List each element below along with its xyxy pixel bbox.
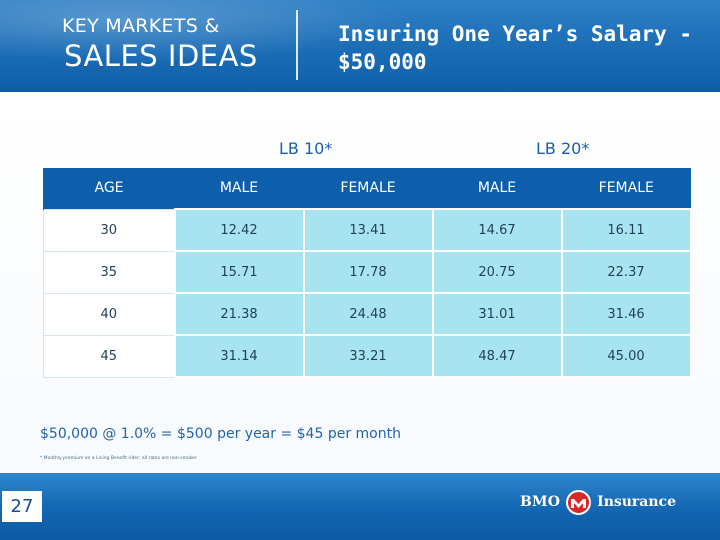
column-header-male-lb20: MALE [432, 168, 562, 209]
footnote: * Monthly premium on a Living Benefit ri… [40, 456, 197, 461]
premium-formula: $50,000 @ 1.0% = $500 per year = $45 per… [40, 426, 401, 442]
m-bar-icon [571, 498, 587, 508]
cell-female-lb10: 13.41 [302, 208, 434, 252]
group-label-lb20: LB 20* [536, 139, 590, 158]
cell-male-lb10: 12.42 [173, 208, 305, 252]
brand-division: Insurance [597, 494, 676, 510]
cell-age: 40 [43, 292, 175, 336]
cell-age: 30 [43, 208, 175, 252]
brand-logo: BMO Insurance [520, 489, 676, 515]
column-header-female-lb20: FEMALE [561, 168, 691, 209]
table-row: 30 12.42 13.41 14.67 16.11 [43, 208, 692, 252]
cell-male-lb10: 21.38 [173, 292, 305, 336]
table-row: 40 21.38 24.48 31.01 31.46 [43, 292, 692, 336]
header-band [0, 0, 720, 92]
bmo-roundel-icon [566, 489, 592, 515]
page-number: 27 [2, 491, 42, 522]
cell-female-lb20: 31.46 [560, 292, 692, 336]
table-row: 45 31.14 33.21 48.47 45.00 [43, 334, 692, 378]
cell-female-lb20: 45.00 [560, 334, 692, 378]
cell-male-lb10: 15.71 [173, 250, 305, 294]
cell-female-lb20: 16.11 [560, 208, 692, 252]
rates-table: AGE MALE FEMALE MALE FEMALE 30 12.42 13.… [43, 168, 692, 378]
section-title-line1: KEY MARKETS & [62, 15, 220, 37]
cell-male-lb20: 20.75 [431, 250, 563, 294]
cell-female-lb20: 22.37 [560, 250, 692, 294]
page-title: Insuring One Year’s Salary - $50,000 [338, 22, 693, 74]
column-header-age: AGE [43, 168, 175, 209]
cell-female-lb10: 24.48 [302, 292, 434, 336]
column-header-female-lb10: FEMALE [303, 168, 433, 209]
footer-bar [0, 473, 720, 540]
cell-age: 45 [43, 334, 175, 378]
header-divider [296, 10, 298, 80]
table-header-row: AGE MALE FEMALE MALE FEMALE [43, 168, 691, 209]
cell-male-lb20: 48.47 [431, 334, 563, 378]
group-label-lb10: LB 10* [279, 139, 333, 158]
cell-male-lb10: 31.14 [173, 334, 305, 378]
table-row: 35 15.71 17.78 20.75 22.37 [43, 250, 692, 294]
brand-name: BMO [520, 494, 561, 510]
section-title-line2: SALES IDEAS [64, 39, 258, 73]
cell-female-lb10: 33.21 [302, 334, 434, 378]
cell-age: 35 [43, 250, 175, 294]
column-header-male-lb10: MALE [174, 168, 304, 209]
cell-male-lb20: 14.67 [431, 208, 563, 252]
header-highlight [0, 0, 720, 92]
cell-female-lb10: 17.78 [302, 250, 434, 294]
cell-male-lb20: 31.01 [431, 292, 563, 336]
